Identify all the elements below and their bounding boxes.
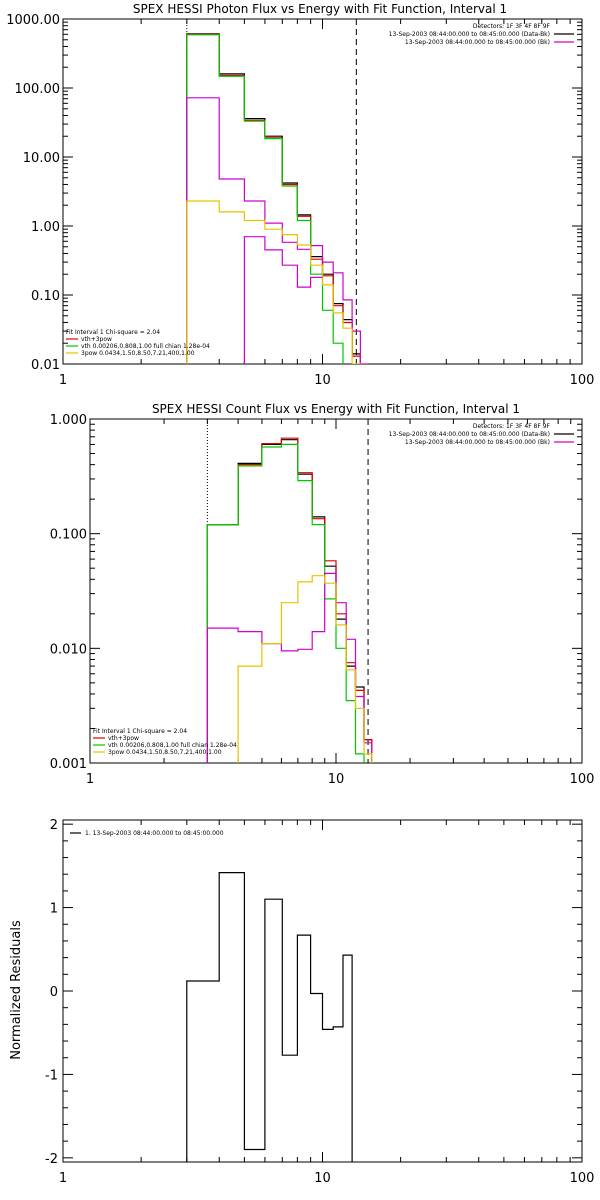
y-tick-label: -1 xyxy=(45,1068,58,1083)
legend-text: 13-Sep-2003 08:44:00.000 to 08:45:00.000… xyxy=(389,31,550,38)
data-series-line xyxy=(206,572,373,763)
y-axis-label: Normalized Residuals xyxy=(9,920,24,1060)
legend-text: Fit Interval 1 Chi-square = 2.04 xyxy=(66,329,160,336)
x-tick-label: 1 xyxy=(59,373,67,388)
y-tick-label: 2 xyxy=(50,818,58,833)
data-series-line xyxy=(186,97,369,364)
x-tick-label: 1 xyxy=(86,772,94,787)
data-series-line xyxy=(206,443,365,763)
data-series-line xyxy=(186,872,353,1162)
legend-text: Detectors: 1F 3F 4F 8F 9F xyxy=(473,23,551,30)
y-tick-label: 0 xyxy=(50,985,58,1000)
data-series-line xyxy=(186,33,361,364)
residuals-panel: Normalized Residuals 1 10 100 -2 -1 0 1 2 1. 13-… xyxy=(9,818,594,1186)
y-tick-label: 0.100 xyxy=(50,528,87,543)
legend-text: 13-Sep-2003 08:44:00.000 to 08:45:00.000… xyxy=(389,431,550,438)
x-tick-label: 100 xyxy=(570,373,595,388)
series-group xyxy=(186,872,353,1162)
legend-text: 3pow 0.0434,1.50,8.50,7.21,400,1.00 xyxy=(81,350,195,357)
x-tick-label: 100 xyxy=(570,1171,595,1186)
data-series-line xyxy=(243,236,323,364)
y-tick-label: 0.001 xyxy=(50,757,87,772)
data-series-line xyxy=(237,575,373,763)
legend-text: vth+3pow xyxy=(81,336,112,343)
data-series-line xyxy=(186,200,361,364)
data-series-line xyxy=(206,437,373,763)
x-tick-label: 10 xyxy=(314,1171,331,1186)
panel-title: SPEX HESSI Photon Flux vs Energy with Fi… xyxy=(133,2,507,16)
legend-text: 1. 13-Sep-2003 08:44:00.000 to 08:45:00.… xyxy=(85,830,224,837)
legend-text: vth 0.00206,0.808,1.00 full chian 1.28e-… xyxy=(108,742,237,749)
legend-text: 13-Sep-2003 08:44:00.000 to 08:45:00.000… xyxy=(405,439,550,446)
panel-title: SPEX HESSI Count Flux vs Energy with Fit… xyxy=(152,402,520,416)
x-tick-label: 10 xyxy=(328,772,345,787)
x-tick-label: 1 xyxy=(59,1171,67,1186)
y-tick-label: 1000.00 xyxy=(6,13,60,28)
data-series-line xyxy=(206,439,373,763)
x-tick-label: 10 xyxy=(314,373,331,388)
y-tick-label: 0.10 xyxy=(31,289,60,304)
legend-text: Fit Interval 1 Chi-square = 2.04 xyxy=(93,728,187,735)
y-tick-label: 10.00 xyxy=(23,151,60,166)
data-series-line xyxy=(186,34,344,364)
data-series-line xyxy=(186,33,361,364)
legend-text: Detectors: 1F 3F 4F 8F 9F xyxy=(473,423,551,430)
series-group xyxy=(186,33,369,364)
y-tick-label: 100.00 xyxy=(15,82,61,97)
plot-frame xyxy=(62,18,583,365)
legend-text: 13-Sep-2003 08:44:00.000 to 08:45:00.000… xyxy=(405,39,550,46)
y-tick-label: 1.00 xyxy=(31,220,60,235)
series-group xyxy=(206,437,373,763)
y-tick-label: 1.000 xyxy=(50,413,87,428)
y-tick-label: 0.010 xyxy=(50,642,87,657)
x-tick-label: 100 xyxy=(570,772,595,787)
y-tick-label: -2 xyxy=(45,1152,58,1167)
y-tick-label: 0.01 xyxy=(31,358,60,373)
legend-text: vth 0.00206,0.808,1.00 full chian 1.28e-… xyxy=(81,343,210,350)
y-tick-label: 1 xyxy=(50,902,58,917)
plot-frame xyxy=(62,819,583,1163)
legend-text: 3pow 0.0434,1.50,8.50,7.21,400,1.00 xyxy=(108,749,222,756)
legend-text: vth+3pow xyxy=(108,735,139,742)
photon-flux-panel: SPEX HESSI Photon Flux vs Energy with Fi… xyxy=(6,2,594,388)
count-flux-panel: SPEX HESSI Count Flux vs Energy with Fit… xyxy=(50,402,595,787)
